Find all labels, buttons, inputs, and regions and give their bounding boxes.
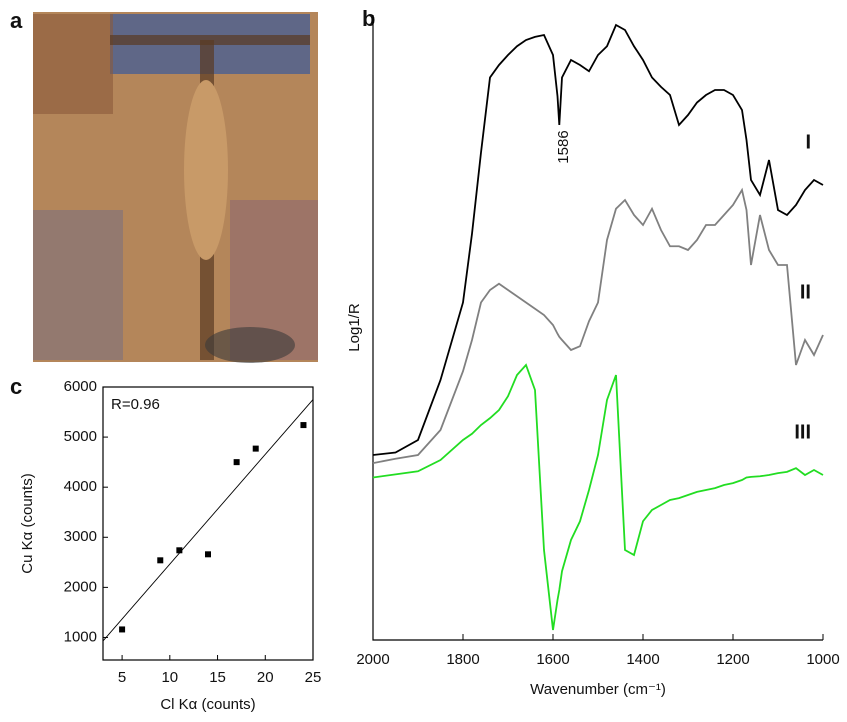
x-tick-label: 10: [161, 669, 178, 686]
point: [252, 445, 259, 452]
point: [176, 547, 183, 554]
x-tick-label: 25: [305, 669, 322, 686]
plot-frame: [102, 386, 314, 661]
x-tick-label: 1200: [716, 651, 749, 668]
x-tick-label: 1400: [626, 651, 659, 668]
y-tick-label: 2000: [64, 578, 97, 595]
point: [233, 459, 240, 466]
panel-label: c: [10, 374, 22, 399]
series-label: II: [800, 281, 811, 303]
x-tick-label: 2000: [356, 651, 389, 668]
painting: [33, 12, 318, 363]
series-label: III: [794, 421, 811, 443]
y-tick-label: 6000: [64, 378, 97, 395]
panel-label: a: [10, 8, 23, 33]
x-axis-label: Wavenumber (cm⁻¹): [530, 681, 666, 698]
x-tick-label: 1000: [806, 651, 839, 668]
y-tick-label: 5000: [64, 428, 97, 445]
spectrum-line: [372, 23, 824, 456]
fit-line: [102, 399, 314, 642]
y-axis-label: Log1/R: [346, 303, 363, 352]
x-tick-label: 5: [118, 669, 126, 686]
point: [157, 557, 164, 564]
point: [300, 422, 307, 429]
peak-annotation: 1586: [555, 130, 572, 163]
point: [205, 551, 211, 558]
x-tick-label: 20: [257, 669, 274, 686]
spectrum-line: [372, 363, 824, 631]
x-tick-label: 1800: [446, 651, 479, 668]
y-tick-label: 4000: [64, 478, 97, 495]
axis: [372, 15, 823, 641]
spectrum-line: [372, 187, 824, 465]
x-tick-label: 15: [209, 669, 226, 686]
y-tick-label: 1000: [64, 628, 97, 645]
panel-label: b: [362, 6, 375, 31]
series-label: I: [805, 131, 811, 153]
point: [119, 626, 126, 633]
r-annotation: R=0.96: [111, 396, 160, 413]
x-axis-label: Cl Kα (counts): [160, 696, 255, 713]
y-tick-label: 3000: [64, 528, 97, 545]
x-tick-label: 1600: [536, 651, 569, 668]
y-axis-label: Cu Kα (counts): [19, 473, 36, 573]
